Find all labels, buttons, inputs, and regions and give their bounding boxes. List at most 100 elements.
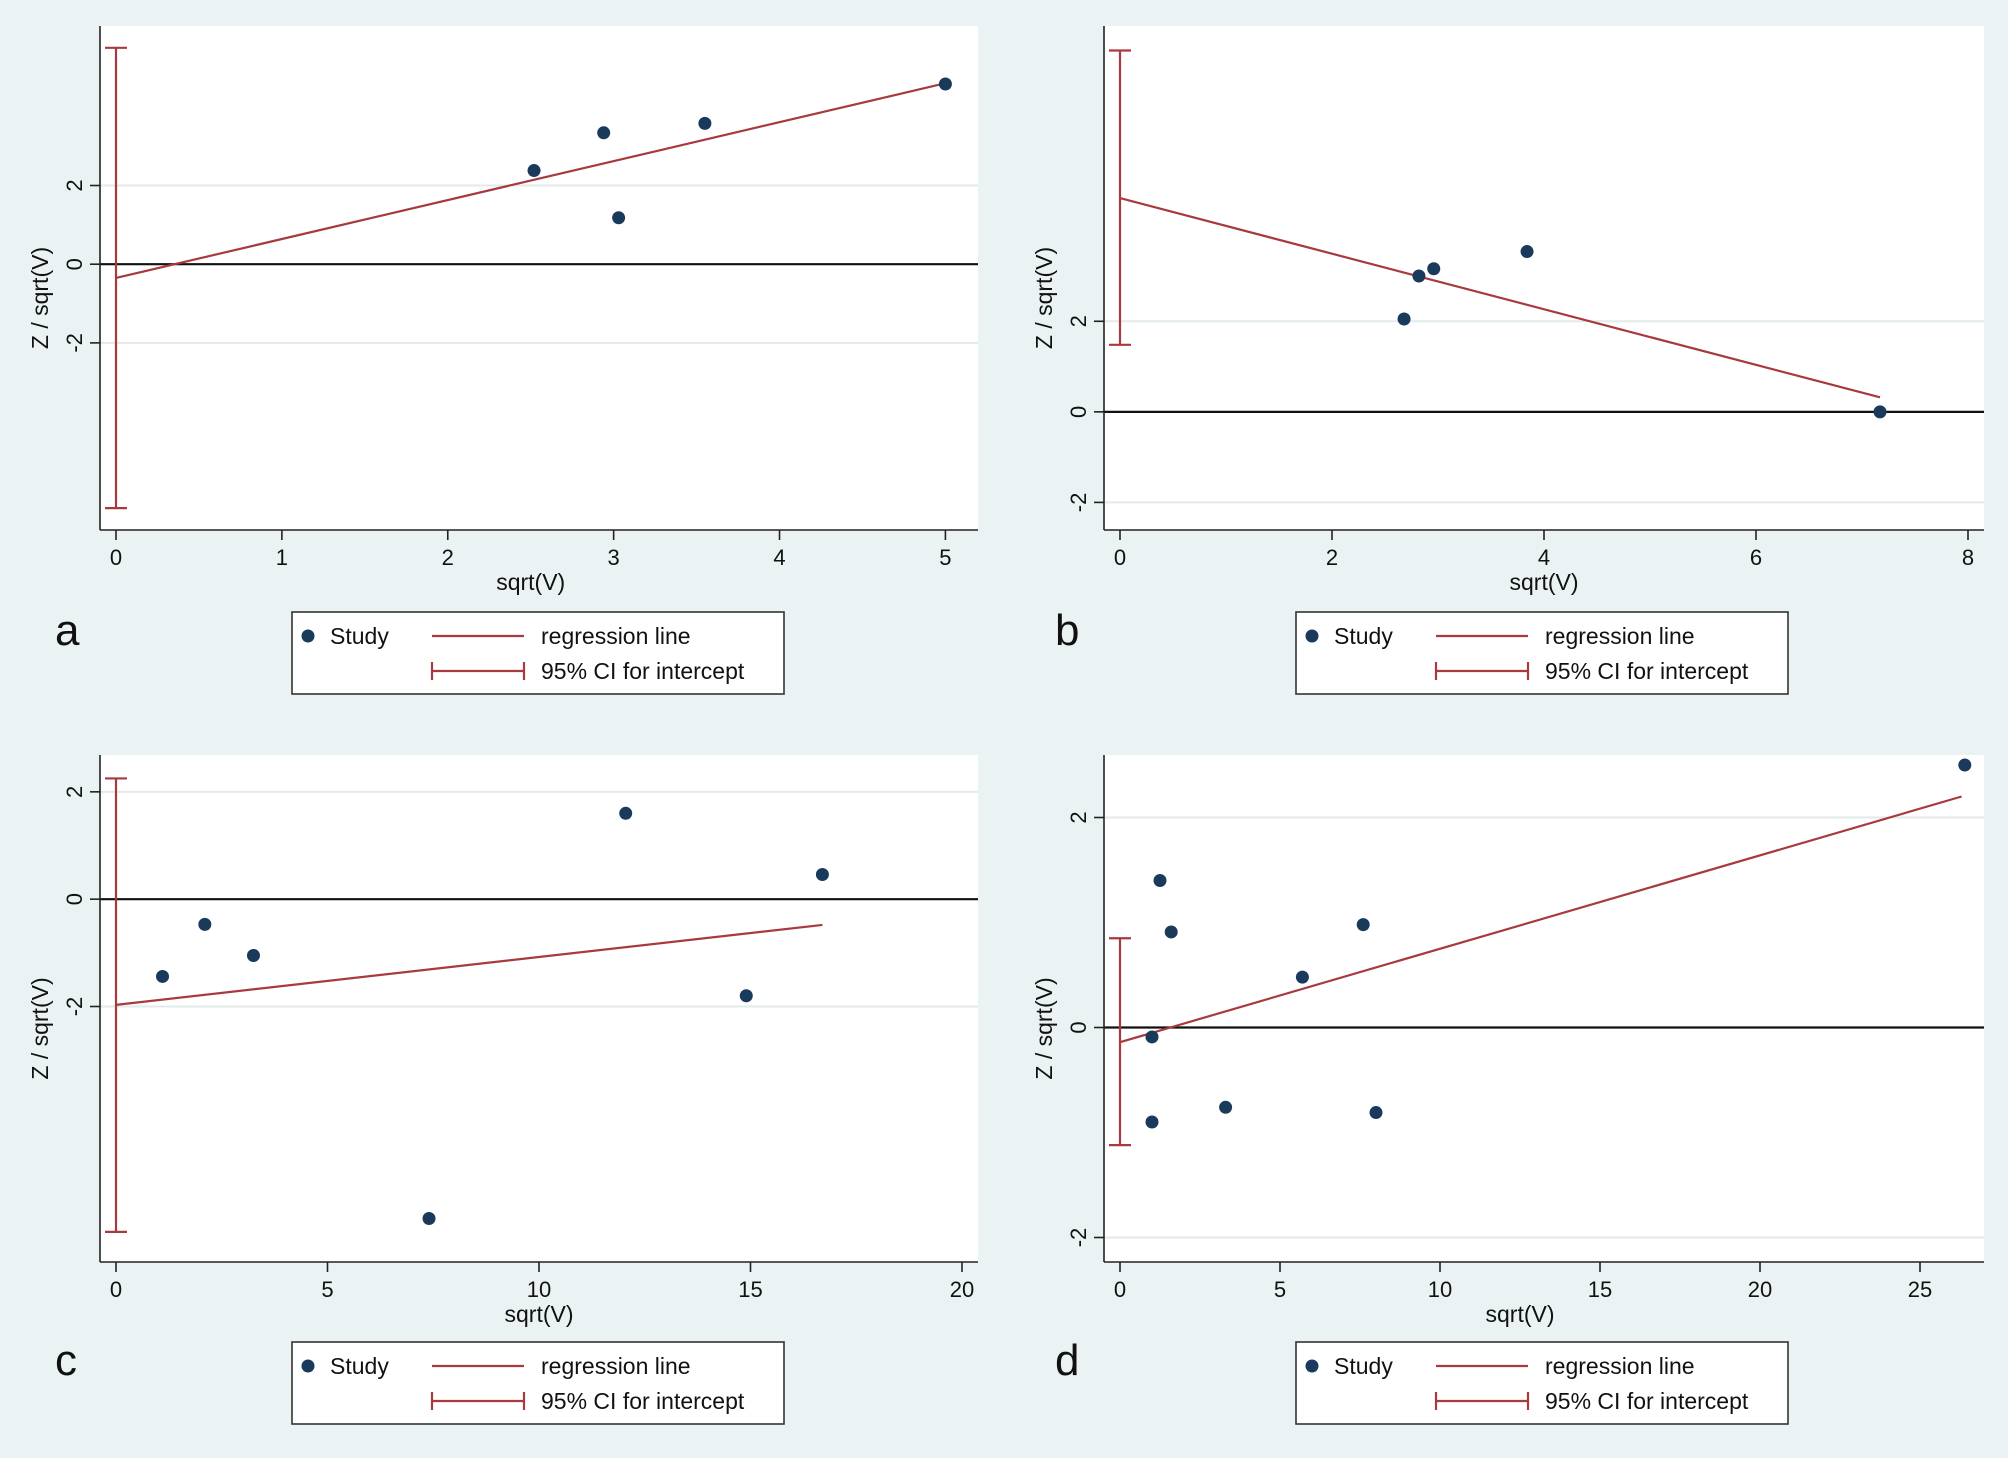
x-tick-label: 8 <box>1962 545 1974 570</box>
plot-area <box>100 26 978 530</box>
study-point <box>815 867 829 881</box>
x-tick-label: 5 <box>939 545 951 570</box>
x-tick-label: 5 <box>321 1277 333 1302</box>
study-point <box>1412 269 1426 283</box>
y-tick-label: -2 <box>62 997 87 1017</box>
study-point <box>1164 925 1178 939</box>
legend: Study regression line 95% CI for intercept <box>1295 611 1789 695</box>
y-axis-title: Z / sqrt(V) <box>1031 977 1057 1079</box>
study-point <box>198 917 212 931</box>
regression-line <box>1119 795 1962 1044</box>
x-axis-title: sqrt(V) <box>1486 1301 1555 1327</box>
study-point <box>527 164 541 178</box>
legend-study-label: Study <box>330 623 389 649</box>
y-axis-title: Z / sqrt(V) <box>27 247 53 349</box>
y-tick-label: 0 <box>1066 406 1091 418</box>
study-point <box>612 211 626 225</box>
study-point <box>422 1211 436 1225</box>
study-point <box>1356 918 1370 932</box>
ci-intercept-bar <box>1109 49 1131 346</box>
x-axis-title: sqrt(V) <box>505 1301 574 1327</box>
study-point <box>1219 1100 1233 1114</box>
legend-regression-label: regression line <box>541 623 691 649</box>
x-tick-label: 0 <box>110 1277 122 1302</box>
x-tick-label: 0 <box>1114 545 1126 570</box>
legend-box <box>1295 1341 1789 1425</box>
study-point <box>1520 245 1534 259</box>
legend-ci-label: 95% CI for intercept <box>541 1388 745 1414</box>
study-point <box>1153 874 1167 887</box>
x-tick-label: 2 <box>1326 545 1338 570</box>
x-tick-label: 5 <box>1274 1277 1286 1302</box>
legend-ci-label: 95% CI for intercept <box>541 658 745 684</box>
y-axis-title: Z / sqrt(V) <box>27 977 53 1079</box>
plot-area <box>1104 26 1984 530</box>
study-point <box>1145 1030 1159 1044</box>
study-point <box>1145 1115 1159 1129</box>
x-tick-label: 15 <box>1588 1277 1612 1302</box>
study-point <box>1397 312 1411 326</box>
regression-line <box>1119 197 1881 399</box>
chart-panel-c: 0 5 10 15 20 -2 0 2 sqrt(V) Z / sqrt(V) c Study regr… <box>27 755 978 1425</box>
legend-ci-label: 95% CI for intercept <box>1545 658 1749 684</box>
x-tick-label: 3 <box>608 545 620 570</box>
panel-label: d <box>1055 1336 1079 1385</box>
x-tick-label: 15 <box>738 1277 762 1302</box>
plot-area <box>100 755 978 1262</box>
study-point <box>698 116 712 130</box>
x-tick-label: 25 <box>1908 1277 1932 1302</box>
legend-study-marker <box>1305 1359 1319 1373</box>
y-tick-label: 2 <box>1066 811 1091 823</box>
x-tick-label: 4 <box>773 545 785 570</box>
regression-line <box>115 82 946 280</box>
panel-label: c <box>55 1336 77 1385</box>
legend-study-marker <box>1305 629 1319 643</box>
y-axis-title: Z / sqrt(V) <box>1031 247 1057 349</box>
study-point <box>1873 405 1887 419</box>
y-tick-label: 2 <box>1066 315 1091 327</box>
legend-study-label: Study <box>1334 1353 1393 1379</box>
study-point <box>619 806 633 820</box>
y-tick-label: 0 <box>1066 1021 1091 1033</box>
x-tick-label: 2 <box>442 545 454 570</box>
x-tick-label: 1 <box>276 545 288 570</box>
plot-area <box>1104 755 1984 1262</box>
study-point <box>1295 970 1309 984</box>
chart-panel-d: 0 5 10 15 20 25 -2 0 2 sqrt(V) Z / sqrt(V) d Study re… <box>1031 755 1984 1425</box>
legend-study-marker <box>301 1359 315 1373</box>
y-tick-label: 0 <box>62 258 87 270</box>
ci-intercept-bar <box>105 777 127 1234</box>
y-tick-label: 0 <box>62 893 87 905</box>
y-tick-label: -2 <box>1066 493 1091 513</box>
x-tick-label: 20 <box>1748 1277 1772 1302</box>
chart-panel-a: 0 1 2 3 4 5 -2 0 2 sqrt(V) Z / sqrt(V) a Study regres… <box>27 26 978 695</box>
legend-regression-label: regression line <box>1545 1353 1695 1379</box>
x-tick-label: 0 <box>1114 1277 1126 1302</box>
panel-label: b <box>1055 606 1079 655</box>
legend-study-label: Study <box>330 1353 389 1379</box>
study-point <box>597 126 611 140</box>
study-point <box>739 989 753 1003</box>
x-tick-label: 6 <box>1750 545 1762 570</box>
y-tick-label: -2 <box>62 333 87 353</box>
legend: Study regression line 95% CI for intercept <box>1295 1341 1789 1425</box>
x-tick-label: 4 <box>1538 545 1550 570</box>
legend-ci-label: 95% CI for intercept <box>1545 1388 1749 1414</box>
y-tick-label: 2 <box>62 179 87 191</box>
legend-box <box>291 611 785 695</box>
x-tick-label: 0 <box>110 545 122 570</box>
x-axis-title: sqrt(V) <box>1510 569 1579 595</box>
x-tick-label: 10 <box>527 1277 551 1302</box>
panel-label: a <box>55 606 80 655</box>
legend: Study regression line 95% CI for intercept <box>291 611 785 695</box>
legend: Study regression line 95% CI for intercept <box>291 1341 785 1425</box>
study-point <box>1427 262 1441 276</box>
study-point <box>246 949 260 963</box>
study-point <box>156 969 170 983</box>
study-point <box>938 77 952 91</box>
x-tick-label: 10 <box>1428 1277 1452 1302</box>
regression-line <box>115 923 823 1006</box>
legend-regression-label: regression line <box>541 1353 691 1379</box>
y-tick-label: -2 <box>1066 1228 1091 1248</box>
